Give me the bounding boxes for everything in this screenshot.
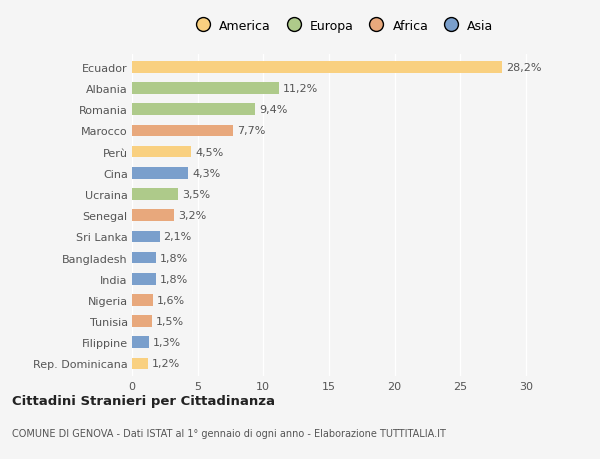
Bar xyxy=(132,189,178,201)
Text: 1,2%: 1,2% xyxy=(152,358,180,369)
Bar xyxy=(132,273,155,285)
Text: 2,1%: 2,1% xyxy=(163,232,192,242)
Bar xyxy=(132,125,233,137)
Text: 7,7%: 7,7% xyxy=(237,126,265,136)
Bar xyxy=(132,316,152,327)
Bar xyxy=(132,252,155,264)
Bar xyxy=(132,337,149,348)
Text: COMUNE DI GENOVA - Dati ISTAT al 1° gennaio di ogni anno - Elaborazione TUTTITAL: COMUNE DI GENOVA - Dati ISTAT al 1° genn… xyxy=(12,428,446,438)
Text: 3,2%: 3,2% xyxy=(178,211,206,221)
Text: 28,2%: 28,2% xyxy=(506,63,542,73)
Bar xyxy=(132,358,148,369)
Legend: America, Europa, Africa, Asia: America, Europa, Africa, Asia xyxy=(191,20,493,33)
Bar xyxy=(132,210,174,222)
Text: 1,8%: 1,8% xyxy=(160,253,188,263)
Text: Cittadini Stranieri per Cittadinanza: Cittadini Stranieri per Cittadinanza xyxy=(12,394,275,407)
Text: 4,5%: 4,5% xyxy=(195,147,223,157)
Text: 3,5%: 3,5% xyxy=(182,190,210,200)
Text: 11,2%: 11,2% xyxy=(283,84,318,94)
Bar xyxy=(132,146,191,158)
Text: 1,3%: 1,3% xyxy=(153,337,181,347)
Text: 4,3%: 4,3% xyxy=(193,168,221,179)
Text: 1,8%: 1,8% xyxy=(160,274,188,284)
Bar xyxy=(132,295,153,306)
Bar xyxy=(132,62,502,73)
Text: 1,6%: 1,6% xyxy=(157,295,185,305)
Text: 1,5%: 1,5% xyxy=(155,316,184,326)
Bar xyxy=(132,104,256,116)
Bar xyxy=(132,168,188,179)
Bar xyxy=(132,231,160,243)
Bar xyxy=(132,83,279,95)
Text: 9,4%: 9,4% xyxy=(259,105,287,115)
